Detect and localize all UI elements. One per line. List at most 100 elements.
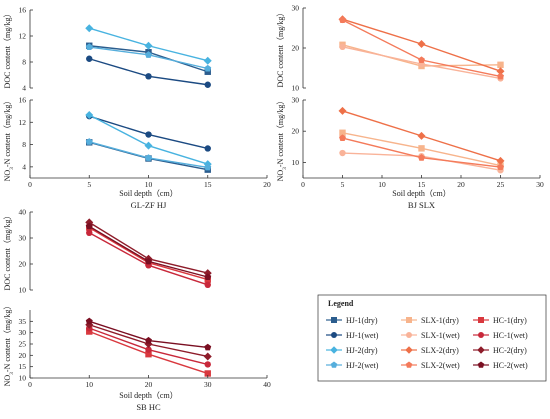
series-hc-1-wet [86, 324, 211, 368]
legend-marker [478, 317, 484, 323]
chart-2-panel-1: 10 20 30 DOC content（mg/kg） [276, 4, 505, 93]
legend-marker [406, 317, 412, 323]
chart-1-panel-2: 4 8 12 16 NO3-N content（mg/kg） [3, 96, 212, 182]
x-tick-label: 0 [28, 380, 32, 389]
legend-entry: HC-1(dry) [473, 316, 527, 325]
x-axis-label: Soil depth（cm） [392, 189, 450, 198]
data-point [339, 43, 346, 50]
data-point [418, 154, 425, 161]
data-point [203, 56, 212, 65]
y-tick-label: 10 [19, 374, 27, 383]
data-point [204, 68, 211, 75]
data-point [145, 351, 152, 358]
data-point [145, 51, 152, 58]
legend-marker [405, 346, 413, 354]
y-tick-label: 30 [292, 4, 300, 13]
x-axis-label: Soil depth（cm） [119, 189, 177, 198]
legend-label: HC-2(wet) [493, 361, 528, 370]
legend-label: SLX-2(wet) [421, 361, 460, 370]
legend-marker [331, 317, 337, 323]
chart-3: 10 20 30 40 DOC content（mg/kg） 10 15 20 25 30 35 NO… [3, 208, 271, 413]
data-point [417, 131, 426, 140]
series-hj-2-dry [85, 24, 212, 65]
y-tick-label: 12 [19, 32, 27, 41]
legend-marker [331, 332, 337, 338]
legend-entry: HJ-2(wet) [326, 361, 379, 370]
x-tick-label: 10 [145, 180, 153, 189]
data-point [85, 222, 93, 230]
chart-title: SB HC [136, 402, 161, 412]
series-hc-1-dry [86, 328, 211, 377]
y-tick-label: 8 [22, 140, 26, 149]
chart-title: GL-ZF HJ [131, 200, 167, 210]
y-tick-label: 20 [19, 260, 27, 269]
y-tick-label: 30 [292, 96, 300, 105]
data-point [86, 229, 93, 236]
x-tick-label: 0 [28, 180, 32, 189]
y-tick-label: 35 [19, 317, 27, 326]
data-point [204, 64, 212, 72]
y-tick-label: 4 [22, 84, 26, 93]
x-tick-label: 30 [536, 180, 544, 189]
x-tick-label: 10 [86, 380, 94, 389]
legend-label: SLX-1(wet) [421, 331, 460, 340]
data-point [86, 328, 93, 335]
y-tick-label: 20 [19, 351, 27, 360]
data-point [203, 352, 212, 361]
y-tick-label: 10 [19, 286, 27, 295]
y-tick-label: 15 [19, 362, 27, 371]
data-point [417, 40, 426, 48]
series-hc-1-dry [86, 224, 211, 283]
chart-2-panel-2: 10 20 30 NO3-N content（mg/kg） [276, 96, 505, 181]
data-point [339, 16, 346, 23]
legend-entry: HC-1(wet) [473, 331, 528, 340]
y-axis-label: DOC content（mg/kg） [3, 212, 12, 291]
y-tick-label: 25 [19, 340, 27, 349]
data-point [144, 41, 153, 50]
data-point [204, 81, 211, 88]
y-axis-label: DOC content（mg/kg） [3, 10, 12, 89]
data-point [144, 141, 153, 150]
legend-label: SLX-1(dry) [421, 316, 459, 325]
chart-1: 4 8 12 16 DOC content（mg/kg） 4 8 12 16 NO3-N cont… [3, 6, 271, 211]
chart-2: 10 20 30 DOC content（mg/kg） 10 20 30 NO3-N cont… [276, 4, 544, 211]
data-point [204, 163, 212, 171]
x-tick-label: 15 [204, 180, 212, 189]
y-tick-label: 16 [19, 96, 27, 105]
data-point [204, 145, 211, 152]
y-tick-label: 12 [19, 118, 27, 127]
legend-marker [477, 361, 485, 368]
series-hj-2-wet [85, 138, 212, 171]
data-point [85, 138, 93, 145]
x-tick-label: 20 [263, 180, 271, 189]
x-tick-label: 5 [341, 180, 345, 189]
data-point [145, 73, 152, 80]
legend-marker [406, 332, 412, 338]
data-point [497, 163, 504, 171]
data-point [145, 346, 152, 353]
data-point [418, 145, 425, 152]
legend-label: HJ-2(wet) [346, 361, 379, 370]
legend-label: HC-1(wet) [493, 331, 528, 340]
legend-marker [330, 346, 338, 354]
series-hc-1-wet [86, 229, 211, 288]
data-point [86, 55, 93, 62]
series-slx-2-wet [339, 134, 504, 171]
data-point [338, 106, 347, 115]
data-point [204, 281, 211, 288]
y-axis-label: NO3-N content（mg/kg） [3, 97, 15, 182]
y-tick-label: 20 [292, 44, 300, 53]
x-tick-label: 15 [418, 180, 426, 189]
legend-entry: HC-2(wet) [473, 361, 528, 370]
legend-marker [478, 332, 484, 338]
data-point [85, 43, 93, 51]
x-tick-label: 25 [497, 180, 505, 189]
y-tick-label: 30 [19, 328, 27, 337]
data-point [145, 154, 152, 161]
chart-3-panel-2: 10 15 20 25 30 35 NO3-N content（mg/kg） [3, 302, 212, 386]
legend-title: Legend [328, 299, 354, 308]
legend-label: SLX-2(dry) [421, 346, 459, 355]
legend-entry: SLX-1(wet) [401, 331, 460, 340]
y-tick-label: 16 [19, 6, 27, 15]
